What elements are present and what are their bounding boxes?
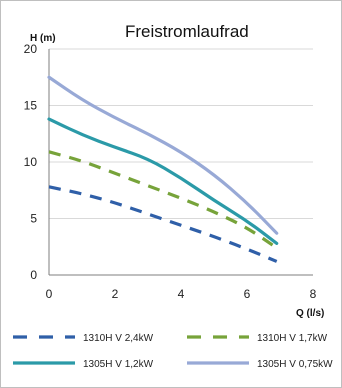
x-tick-label: 2 bbox=[112, 287, 119, 301]
legend: 1310H V 2,4kW 1310H V 1,7kW 1305H V 1,2kW 1… bbox=[13, 333, 333, 370]
y-tick-label: 10 bbox=[24, 155, 38, 169]
legend-label-2: 1305H V 1,2kW bbox=[83, 359, 154, 370]
x-tick-label: 6 bbox=[244, 287, 251, 301]
legend-label-0: 1310H V 2,4kW bbox=[83, 333, 154, 344]
series-line-2 bbox=[47, 117, 279, 245]
series-line-0 bbox=[48, 185, 278, 263]
series-layer bbox=[47, 75, 279, 263]
x-tick-label: 4 bbox=[178, 287, 185, 301]
axes: 0 5 10 15 20 0 2 4 6 8 bbox=[24, 42, 317, 301]
x-axis-label: Q (l/s) bbox=[296, 308, 324, 319]
series-line-1 bbox=[48, 150, 278, 250]
series-line-3 bbox=[47, 75, 279, 235]
y-tick-label: 20 bbox=[24, 42, 38, 56]
y-axis-label: H (m) bbox=[30, 33, 56, 44]
grid bbox=[49, 48, 313, 219]
y-tick-label: 15 bbox=[24, 99, 38, 113]
legend-label-1: 1310H V 1,7kW bbox=[257, 333, 328, 344]
y-tick-label: 0 bbox=[30, 268, 37, 282]
x-tick-label: 0 bbox=[46, 287, 53, 301]
legend-label-3: 1305H V 0,75kW bbox=[257, 359, 333, 370]
chart-title: Freistromlaufrad bbox=[125, 22, 249, 41]
x-tick-label: 8 bbox=[310, 287, 317, 301]
y-tick-label: 5 bbox=[30, 212, 37, 226]
